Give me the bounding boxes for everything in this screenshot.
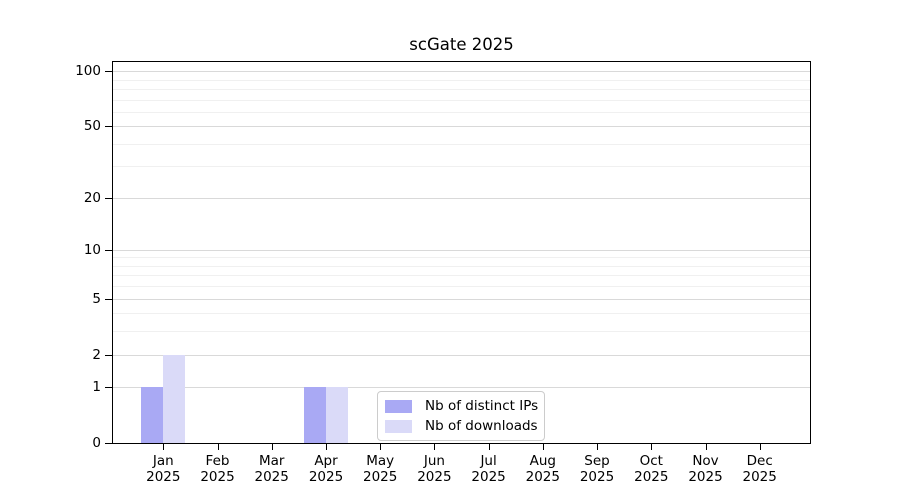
gridline-major (113, 71, 810, 72)
gridline-major (113, 126, 810, 128)
y-tick-label: 20 (83, 189, 101, 206)
x-tick (651, 444, 653, 450)
y-tick (105, 126, 112, 128)
y-tick (105, 197, 112, 199)
x-tick (597, 444, 598, 450)
y-tick-label: 0 (92, 435, 101, 451)
y-tick (105, 387, 112, 389)
gridline-minor (113, 166, 810, 168)
x-tick-label: Apr 2025 (308, 453, 344, 485)
plot-area (112, 61, 811, 444)
y-tick (105, 298, 112, 300)
gridline-minor (113, 331, 810, 333)
bar-apr-nb-of-downloads (326, 387, 348, 443)
chart-title: scGate 2025 (409, 35, 514, 54)
x-tick (271, 444, 273, 450)
gridline-minor (113, 275, 810, 277)
x-tick-label: Nov 2025 (688, 453, 723, 485)
x-tick-label: May 2025 (363, 453, 398, 485)
legend-row: Nb of downloads (385, 417, 538, 435)
bar-jan-nb-of-distinct-ips (141, 387, 164, 443)
x-tick (326, 444, 327, 450)
x-tick (759, 444, 761, 450)
legend-row: Nb of distinct IPs (385, 397, 539, 415)
legend-swatch-distinct-ips (385, 399, 412, 413)
x-tick-label: Jun 2025 (417, 453, 452, 485)
legend: Nb of distinct IPs Nb of downloads (377, 391, 545, 441)
gridline-major (113, 387, 810, 389)
x-tick-label: Jan 2025 (146, 453, 181, 485)
y-tick-label: 50 (83, 118, 101, 135)
x-tick-label: Jul 2025 (471, 453, 506, 485)
gridline-minor (113, 99, 810, 101)
gridline-minor (113, 313, 810, 315)
y-tick-label: 2 (92, 346, 101, 363)
gridline-major (113, 249, 810, 251)
x-tick (163, 444, 165, 450)
x-tick-label: Sep 2025 (579, 453, 615, 485)
x-tick (705, 444, 707, 450)
gridline-minor (113, 111, 810, 113)
y-tick-label: 10 (83, 241, 101, 258)
y-tick-label: 100 (75, 63, 101, 79)
legend-swatch-downloads (385, 419, 412, 433)
x-tick (380, 444, 382, 450)
gridline-minor (113, 143, 810, 145)
y-tick (105, 249, 112, 251)
gridline-major (113, 298, 810, 300)
x-tick-label: Oct 2025 (634, 453, 669, 485)
x-tick-label: Mar 2025 (254, 453, 289, 485)
x-tick (542, 444, 544, 450)
legend-label-downloads: Nb of downloads (425, 418, 538, 434)
bar-apr-nb-of-distinct-ips (304, 387, 326, 443)
x-tick (217, 444, 219, 450)
x-tick-label: Aug 2025 (525, 453, 560, 485)
gridline-major (113, 197, 810, 199)
legend-label-distinct-ips: Nb of distinct IPs (425, 398, 539, 414)
y-tick-label: 5 (92, 290, 101, 307)
y-tick (105, 354, 112, 356)
y-tick-label: 1 (92, 379, 101, 396)
y-tick (105, 71, 112, 72)
x-tick (434, 444, 436, 450)
gridline-minor (113, 79, 810, 81)
gridline-minor (113, 286, 810, 288)
x-tick (488, 444, 490, 450)
x-tick-label: Feb 2025 (200, 453, 235, 485)
gridline-major (113, 354, 810, 356)
bar-jan-nb-of-downloads (163, 354, 186, 443)
gridline-minor (113, 88, 810, 90)
x-tick-label: Dec 2025 (742, 453, 777, 485)
gridline-minor (113, 257, 810, 259)
gridline-minor (113, 265, 810, 267)
y-tick (105, 443, 112, 444)
